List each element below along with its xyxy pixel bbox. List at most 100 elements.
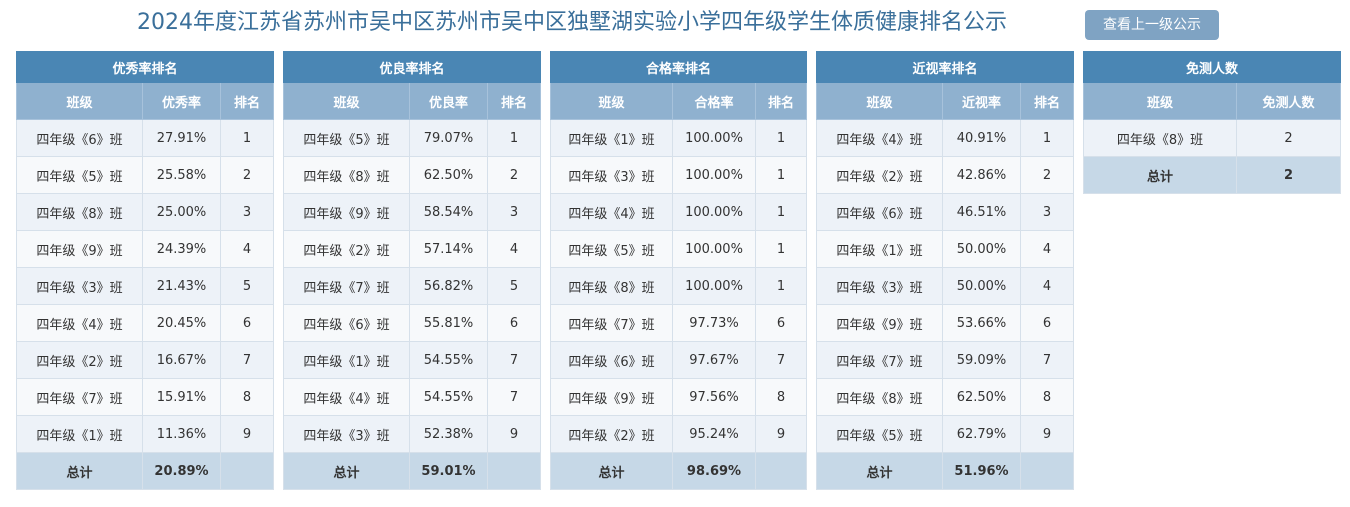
table-row: 四年级《6》班 46.51% 3: [816, 193, 1075, 231]
class-cell: 四年级《7》班: [283, 267, 410, 305]
table-row: 四年级《2》班 95.24% 9: [550, 415, 808, 453]
table-row: 四年级《6》班 27.91% 1: [16, 119, 275, 157]
class-cell: 四年级《9》班: [283, 193, 410, 231]
myopia-rate-table: 近视率排名 班级 近视率 排名 四年级《4》班 40.91% 1 四年级《2》班 42.…: [815, 51, 1075, 490]
rank-cell: 2: [1019, 156, 1075, 194]
table-row: 四年级《2》班 42.86% 2: [816, 156, 1075, 194]
rate-cell: 27.91%: [142, 119, 221, 157]
rate-cell: 11.36%: [142, 415, 221, 453]
total-value: 20.89%: [142, 452, 221, 490]
table-row: 四年级《2》班 16.67% 7: [16, 341, 275, 379]
pass-rate-ranking-panel: 合格率排名 班级 合格率 排名 四年级《1》班 100.00% 1 四年级《3》班 10…: [549, 51, 808, 490]
total-label: 总计: [816, 452, 943, 490]
rank-cell: 8: [1019, 378, 1075, 416]
rank-cell: 2: [486, 156, 542, 194]
rate-cell: 25.58%: [142, 156, 221, 194]
good-rate-ranking-panel: 优良率排名 班级 优良率 排名 四年级《5》班 79.07% 1 四年级《8》班 62.…: [282, 51, 542, 490]
rate-cell: 50.00%: [942, 267, 1021, 305]
table-row: 四年级《1》班 50.00% 4: [816, 230, 1075, 268]
table-row: 四年级《4》班 100.00% 1: [550, 193, 808, 231]
rate-cell: 97.56%: [672, 378, 756, 416]
rank-cell: 7: [1019, 341, 1075, 379]
total-rank-cell: [219, 452, 275, 490]
rate-cell: 20.45%: [142, 304, 221, 342]
class-cell: 四年级《9》班: [16, 230, 143, 268]
rate-cell: 53.66%: [942, 304, 1021, 342]
class-cell: 四年级《1》班: [816, 230, 943, 268]
rate-cell: 16.67%: [142, 341, 221, 379]
rank-cell: 6: [486, 304, 542, 342]
view-parent-announcement-button[interactable]: 查看上一级公示: [1085, 10, 1219, 40]
panel-title: 近视率排名: [815, 51, 1075, 83]
class-cell: 四年级《8》班: [283, 156, 410, 194]
rank-cell: 8: [219, 378, 275, 416]
class-cell: 四年级《1》班: [16, 415, 143, 453]
exempt-count-table: 免测人数 班级 免测人数 四年级《8》班 2 总计 2: [1082, 51, 1342, 194]
excellent-rate-ranking-panel: 优秀率排名 班级 优秀率 排名 四年级《6》班 27.91% 1 四年级《5》班 25.…: [15, 51, 275, 490]
table-row: 四年级《4》班 40.91% 1: [816, 119, 1075, 157]
class-cell: 四年级《2》班: [816, 156, 943, 194]
class-cell: 四年级《3》班: [550, 156, 673, 194]
rate-cell: 56.82%: [409, 267, 488, 305]
table-row: 四年级《4》班 20.45% 6: [16, 304, 275, 342]
rank-cell: 4: [1019, 267, 1075, 305]
rate-cell: 40.91%: [942, 119, 1021, 157]
class-cell: 四年级《5》班: [816, 415, 943, 453]
class-cell: 四年级《6》班: [16, 119, 143, 157]
class-cell: 四年级《3》班: [283, 415, 410, 453]
table-row: 四年级《6》班 97.67% 7: [550, 341, 808, 379]
rate-cell: 15.91%: [142, 378, 221, 416]
exempt-count-cell: 2: [1235, 119, 1342, 157]
rate-cell: 25.00%: [142, 193, 221, 231]
column-header-rate: 合格率: [672, 82, 756, 120]
rate-cell: 100.00%: [672, 193, 756, 231]
rank-cell: 4: [486, 230, 542, 268]
column-header-exempt-count: 免测人数: [1235, 82, 1342, 120]
total-rank-cell: [754, 452, 808, 490]
rank-cell: 9: [1019, 415, 1075, 453]
column-header-class: 班级: [16, 82, 143, 120]
rate-cell: 62.79%: [942, 415, 1021, 453]
rank-cell: 1: [754, 156, 808, 194]
class-cell: 四年级《8》班: [550, 267, 673, 305]
total-row: 总计 51.96%: [816, 452, 1075, 490]
rank-cell: 4: [219, 230, 275, 268]
page-header: 2024年度江苏省苏州市吴中区苏州市吴中区独墅湖实验小学四年级学生体质健康排名公…: [0, 0, 1350, 48]
table-row: 四年级《7》班 97.73% 6: [550, 304, 808, 342]
table-row: 四年级《8》班 2: [1083, 119, 1342, 157]
class-cell: 四年级《9》班: [816, 304, 943, 342]
total-row: 总计 20.89%: [16, 452, 275, 490]
class-cell: 四年级《2》班: [550, 415, 673, 453]
rate-cell: 55.81%: [409, 304, 488, 342]
class-cell: 四年级《6》班: [283, 304, 410, 342]
table-row: 四年级《3》班 100.00% 1: [550, 156, 808, 194]
class-cell: 四年级《8》班: [16, 193, 143, 231]
rank-cell: 7: [486, 378, 542, 416]
column-header-rank: 排名: [219, 82, 275, 120]
table-row: 四年级《8》班 62.50% 8: [816, 378, 1075, 416]
rank-cell: 8: [754, 378, 808, 416]
column-header-class: 班级: [550, 82, 673, 120]
class-cell: 四年级《1》班: [550, 119, 673, 157]
table-row: 四年级《2》班 57.14% 4: [283, 230, 542, 268]
class-cell: 四年级《6》班: [550, 341, 673, 379]
rank-cell: 7: [486, 341, 542, 379]
table-row: 四年级《9》班 97.56% 8: [550, 378, 808, 416]
total-rank-cell: [486, 452, 542, 490]
rank-cell: 5: [219, 267, 275, 305]
panel-title: 免测人数: [1082, 51, 1342, 83]
total-value: 98.69%: [672, 452, 756, 490]
total-value: 2: [1235, 156, 1342, 194]
rate-cell: 95.24%: [672, 415, 756, 453]
column-header-rate: 近视率: [942, 82, 1021, 120]
pass-rate-table: 合格率排名 班级 合格率 排名 四年级《1》班 100.00% 1 四年级《3》班 10…: [549, 51, 808, 490]
rank-cell: 1: [486, 119, 542, 157]
rate-cell: 79.07%: [409, 119, 488, 157]
rate-cell: 97.73%: [672, 304, 756, 342]
total-value: 51.96%: [942, 452, 1021, 490]
rank-cell: 6: [754, 304, 808, 342]
rank-cell: 3: [219, 193, 275, 231]
rate-cell: 59.09%: [942, 341, 1021, 379]
total-row: 总计 98.69%: [550, 452, 808, 490]
column-header-class: 班级: [283, 82, 410, 120]
